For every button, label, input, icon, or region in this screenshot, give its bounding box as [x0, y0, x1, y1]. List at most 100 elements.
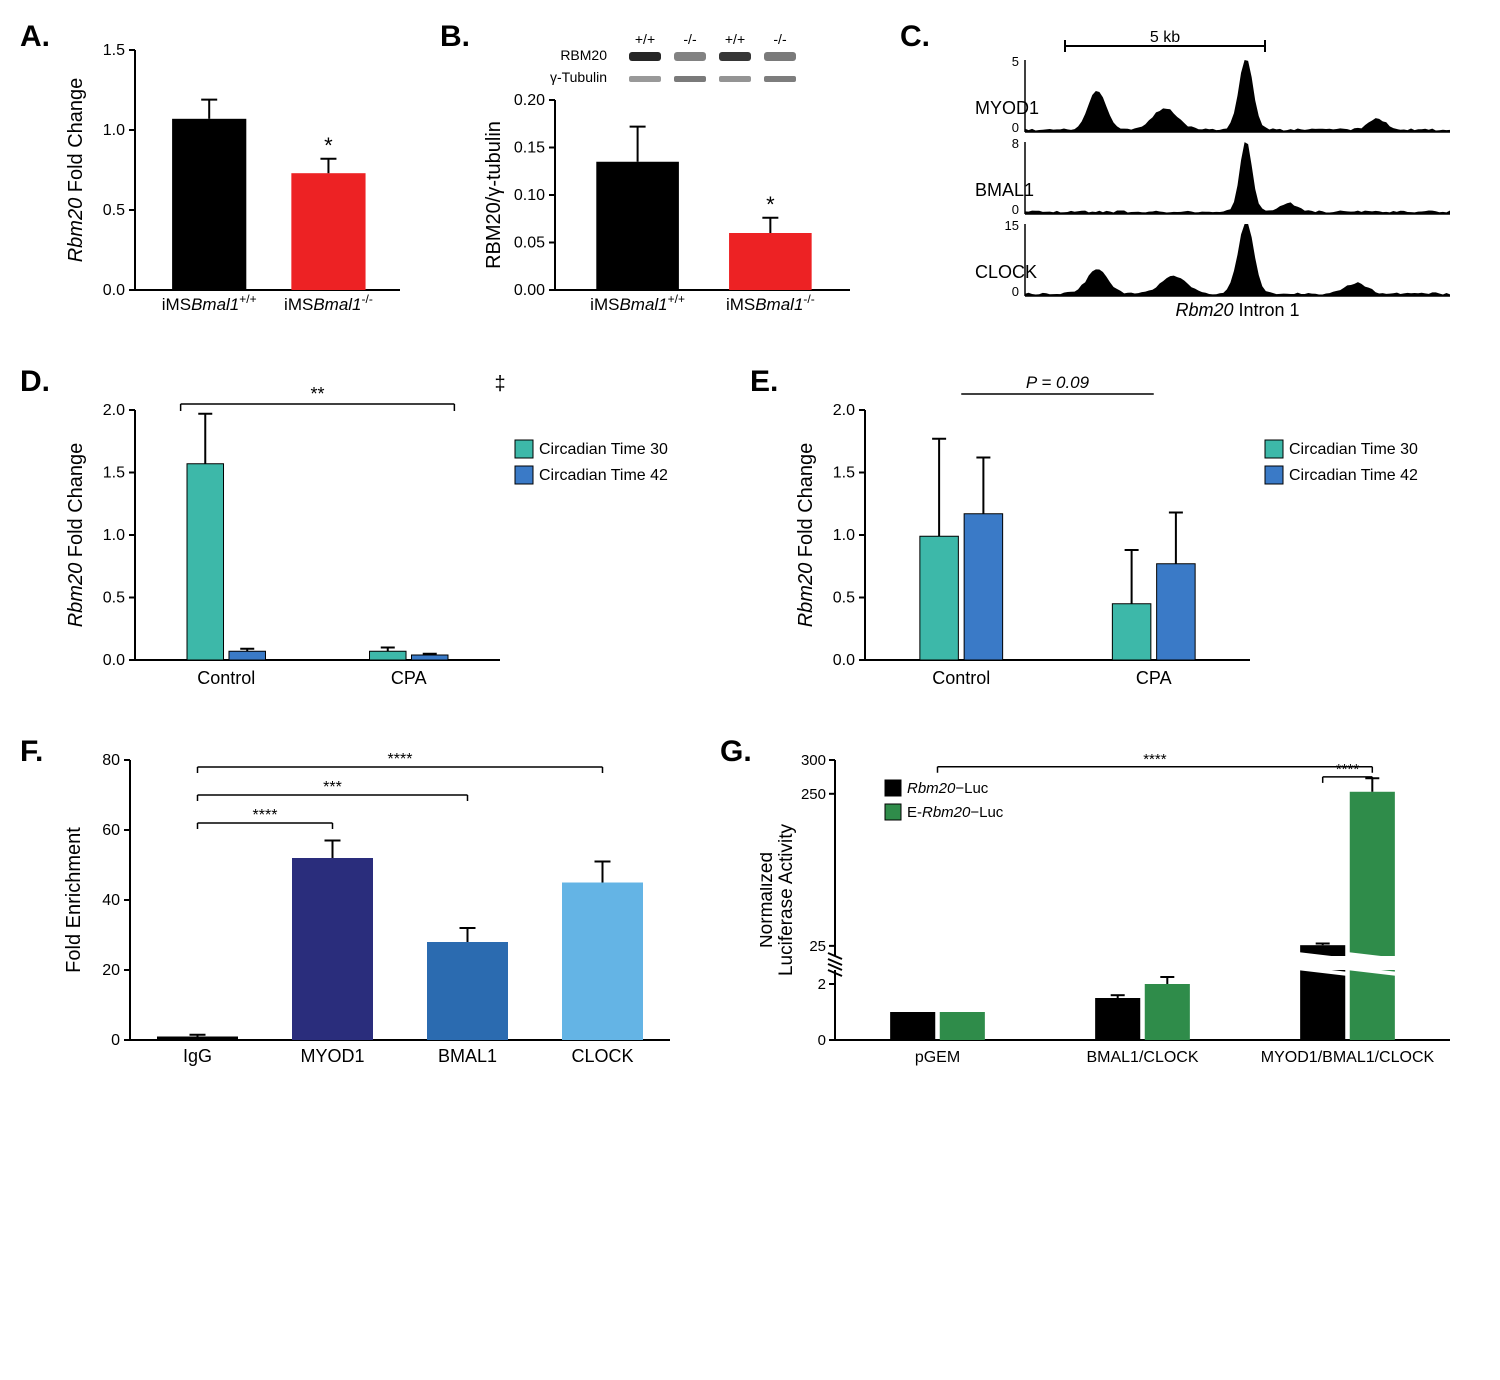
- svg-text:5 kb: 5 kb: [1150, 30, 1180, 46]
- svg-text:Fold Enrichment: Fold Enrichment: [63, 827, 85, 973]
- svg-text:CLOCK: CLOCK: [571, 1046, 633, 1066]
- svg-text:****: ****: [388, 751, 413, 768]
- svg-text:8: 8: [1012, 136, 1019, 151]
- svg-text:1.5: 1.5: [103, 465, 125, 482]
- svg-text:γ-Tubulin: γ-Tubulin: [550, 69, 607, 85]
- svg-text:iMSBmal1+/+: iMSBmal1+/+: [590, 292, 685, 314]
- svg-text:IgG: IgG: [183, 1046, 212, 1066]
- svg-text:MYOD1/BMAL1/CLOCK: MYOD1/BMAL1/CLOCK: [1261, 1049, 1435, 1066]
- svg-text:CPA: CPA: [391, 668, 427, 688]
- svg-text:****: ****: [253, 807, 278, 824]
- svg-text:2.0: 2.0: [103, 402, 125, 419]
- svg-text:Rbm20 Fold Change: Rbm20 Fold Change: [795, 443, 817, 628]
- panel-f: 020406080Fold EnrichmentIgGMYOD1BMAL1CLO…: [60, 740, 680, 1080]
- svg-text:5: 5: [1012, 54, 1019, 69]
- svg-text:Circadian Time 30: Circadian Time 30: [1289, 441, 1418, 458]
- panel-a: 0.0 0.5 1.0 1.5 Rbm20 Fold Change iMSBmal1+/+…: [60, 30, 410, 330]
- svg-text:0.10: 0.10: [514, 187, 545, 204]
- svg-text:Control: Control: [932, 668, 990, 688]
- svg-text:1.0: 1.0: [833, 527, 855, 544]
- svg-text:iMSBmal1-/-: iMSBmal1-/-: [726, 292, 815, 314]
- svg-text:CPA: CPA: [1136, 668, 1172, 688]
- svg-text:1.0: 1.0: [103, 527, 125, 544]
- svg-text:Control: Control: [197, 668, 255, 688]
- svg-text:NormalizedLuciferase Activity: NormalizedLuciferase Activity: [760, 823, 797, 976]
- panel-d: 0.0 0.5 1.0 1.5 2.0 Rbm20 Fold Change Control C…: [60, 370, 710, 700]
- svg-text:pGEM: pGEM: [915, 1049, 960, 1066]
- chart-f: 020406080Fold EnrichmentIgGMYOD1BMAL1CLO…: [60, 740, 680, 1080]
- tracks-c: 5 kb50MYOD180BMAL1150CLOCKRbm20 Intron 1: [940, 30, 1460, 330]
- svg-text:Rbm20 Fold Change: Rbm20 Fold Change: [65, 78, 87, 263]
- svg-text:0: 0: [111, 1032, 120, 1049]
- panel-e: 0.00.51.01.52.0Rbm20 Fold ChangeControlC…: [790, 370, 1460, 700]
- svg-text:25: 25: [809, 938, 826, 955]
- svg-text:1.5: 1.5: [103, 42, 125, 59]
- svg-text:MYOD1: MYOD1: [975, 98, 1039, 118]
- svg-text:iMSBmal1+/+: iMSBmal1+/+: [162, 292, 257, 314]
- svg-text:*: *: [766, 192, 775, 217]
- svg-text:‡: ‡: [494, 373, 505, 395]
- svg-text:1.0: 1.0: [103, 122, 125, 139]
- label-b: B.: [440, 20, 470, 54]
- svg-text:Rbm20 Fold Change: Rbm20 Fold Change: [65, 443, 87, 628]
- chart-a: 0.0 0.5 1.0 1.5 Rbm20 Fold Change iMSBmal1+/+…: [60, 30, 410, 330]
- svg-text:2.0: 2.0: [833, 402, 855, 419]
- svg-text:BMAL1: BMAL1: [438, 1046, 497, 1066]
- svg-text:BMAL1: BMAL1: [975, 180, 1034, 200]
- svg-text:0.5: 0.5: [103, 202, 125, 219]
- chart-b: +/+-/-+/+-/-RBM20γ-Tubulin0.000.050.100.…: [480, 30, 860, 330]
- svg-text:RBM20: RBM20: [560, 47, 607, 63]
- svg-text:E-Rbm20−Luc: E-Rbm20−Luc: [907, 804, 1004, 821]
- label-a: A.: [20, 20, 50, 54]
- svg-text:iMSBmal1-/-: iMSBmal1-/-: [284, 292, 373, 314]
- svg-text:****: ****: [1336, 761, 1360, 778]
- svg-text:CLOCK: CLOCK: [975, 262, 1037, 282]
- svg-text:RBM20/γ-tubulin: RBM20/γ-tubulin: [483, 121, 505, 269]
- svg-text:0.5: 0.5: [833, 590, 855, 607]
- figure: A. 0.0 0.5 1.0 1.5 Rbm20 Fold Change iMSBmal1…: [20, 20, 1480, 1360]
- svg-text:**: **: [310, 384, 324, 404]
- panel-b: +/+-/-+/+-/-RBM20γ-Tubulin0.000.050.100.…: [480, 30, 860, 330]
- svg-text:0.5: 0.5: [103, 590, 125, 607]
- svg-text:40: 40: [102, 892, 120, 909]
- svg-text:****: ****: [1143, 751, 1167, 768]
- svg-text:20: 20: [102, 962, 120, 979]
- svg-text:0: 0: [818, 1032, 826, 1049]
- label-c: C.: [900, 20, 930, 54]
- svg-text:BMAL1/CLOCK: BMAL1/CLOCK: [1086, 1049, 1198, 1066]
- svg-text:***: ***: [323, 779, 342, 796]
- chart-g: 0 2 25 250 300 NormalizedLuciferase Activity p…: [760, 740, 1460, 1080]
- label-f: F.: [20, 735, 43, 769]
- svg-text:0: 0: [1012, 202, 1019, 217]
- svg-text:0.0: 0.0: [103, 652, 125, 669]
- svg-text:0.20: 0.20: [514, 92, 545, 109]
- chart-d: 0.0 0.5 1.0 1.5 2.0 Rbm20 Fold Change Control C…: [60, 370, 710, 700]
- svg-text:250: 250: [801, 786, 826, 803]
- panel-g: 0 2 25 250 300 NormalizedLuciferase Activity p…: [760, 740, 1460, 1080]
- svg-text:MYOD1: MYOD1: [300, 1046, 364, 1066]
- svg-text:80: 80: [102, 752, 120, 769]
- svg-text:0.15: 0.15: [514, 140, 545, 157]
- svg-text:Circadian Time 42: Circadian Time 42: [539, 467, 668, 484]
- svg-text:15: 15: [1005, 218, 1019, 233]
- label-e: E.: [750, 365, 778, 399]
- svg-text:0.05: 0.05: [514, 235, 545, 252]
- svg-text:1.5: 1.5: [833, 465, 855, 482]
- svg-text:0.0: 0.0: [103, 282, 125, 299]
- label-g: G.: [720, 735, 752, 769]
- svg-text:2: 2: [818, 976, 826, 993]
- svg-text:*: *: [324, 133, 333, 158]
- panel-c: 5 kb50MYOD180BMAL1150CLOCKRbm20 Intron 1: [940, 30, 1460, 330]
- svg-text:0: 0: [1012, 284, 1019, 299]
- svg-text:Circadian Time 30: Circadian Time 30: [539, 441, 668, 458]
- label-d: D.: [20, 365, 50, 399]
- svg-text:P = 0.09: P = 0.09: [1026, 373, 1090, 392]
- svg-text:0: 0: [1012, 120, 1019, 135]
- svg-text:Rbm20 Intron 1: Rbm20 Intron 1: [1175, 300, 1299, 320]
- svg-text:+/+: +/+: [725, 31, 745, 47]
- svg-text:300: 300: [801, 752, 826, 769]
- svg-text:Rbm20−Luc: Rbm20−Luc: [907, 780, 989, 797]
- svg-text:0.00: 0.00: [514, 282, 545, 299]
- svg-text:-/-: -/-: [683, 31, 697, 47]
- svg-text:Circadian Time 42: Circadian Time 42: [1289, 467, 1418, 484]
